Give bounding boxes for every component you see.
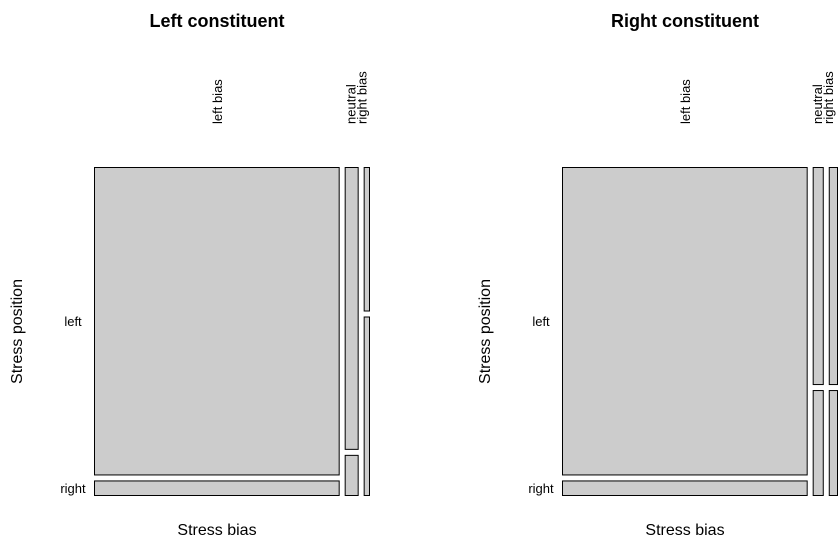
mosaic-tile-left-bias-left: [562, 167, 808, 476]
mosaic-tile-right-bias-left: [363, 167, 370, 312]
panel-title: Right constituent: [611, 11, 759, 31]
mosaic-tile-neutral-left: [344, 167, 359, 450]
mosaic-tile-left-bias-right: [94, 480, 340, 496]
x-category-label: left bias: [210, 79, 225, 124]
x-category-label: left bias: [678, 79, 693, 124]
mosaic-tile-right-bias-right: [363, 316, 370, 496]
mosaic-tile-right-bias-left: [828, 167, 839, 386]
x-axis-title: Stress bias: [177, 522, 256, 537]
mosaic-tile-neutral-right: [812, 390, 824, 496]
y-category-label: right: [528, 481, 554, 496]
y-axis-title: Stress position: [9, 279, 26, 384]
panel-title: Left constituent: [150, 11, 285, 31]
x-category-label: right bias: [821, 71, 836, 124]
mosaic-tile-neutral-right: [344, 454, 359, 496]
y-category-label: left: [64, 314, 82, 329]
x-axis-title: Stress bias: [645, 522, 724, 537]
mosaic-tile-right-bias-right: [828, 390, 839, 496]
x-category-label: neutral: [344, 84, 359, 124]
x-category-label: neutral: [810, 84, 825, 124]
y-category-label: left: [532, 314, 550, 329]
mosaic-tile-left-bias-left: [94, 167, 340, 476]
y-axis-title: Stress position: [477, 279, 494, 384]
mosaic-tile-neutral-left: [812, 167, 824, 386]
y-category-label: right: [60, 481, 86, 496]
x-category-label: right bias: [355, 71, 370, 124]
mosaic-tile-left-bias-right: [562, 480, 808, 496]
